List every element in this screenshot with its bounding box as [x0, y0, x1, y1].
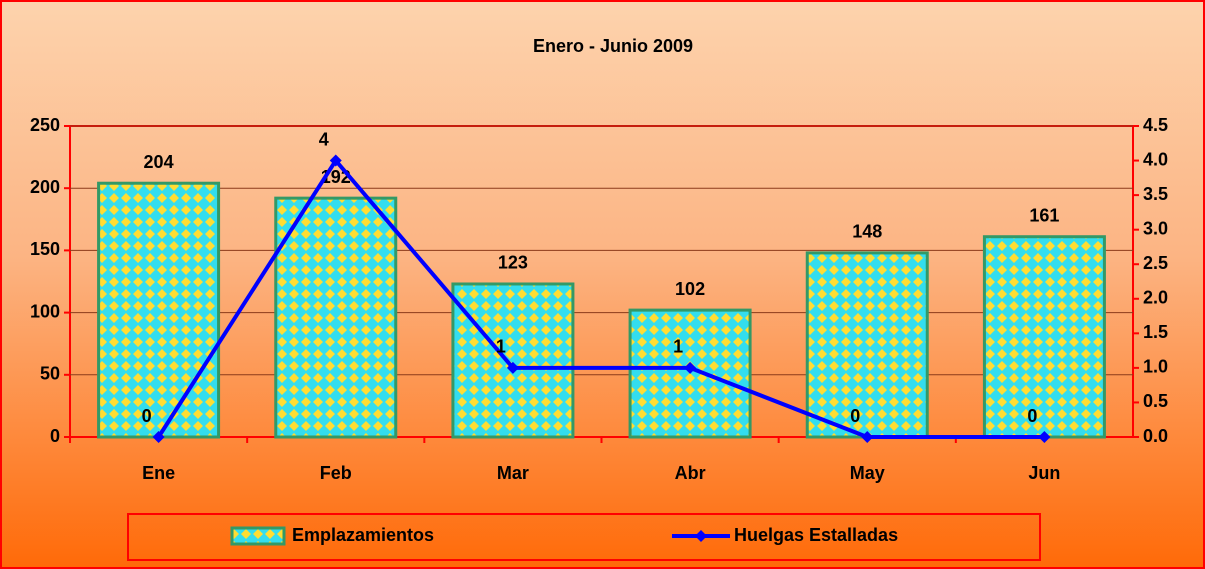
legend-swatch: [230, 526, 286, 546]
bar: [982, 235, 1106, 439]
y2-tick-label: 3.5: [1143, 184, 1168, 204]
legend-label: Emplazamientos: [292, 525, 434, 545]
y-tick-label: 250: [30, 115, 60, 135]
y2-tick-label: 0.5: [1143, 391, 1168, 411]
bar-value-label: 148: [852, 222, 882, 242]
line-marker: [506, 361, 519, 374]
line-value-label: 0: [142, 406, 152, 426]
line-marker: [861, 431, 874, 443]
y2-tick-label: 2.5: [1143, 253, 1168, 273]
line-marker: [1038, 431, 1051, 443]
y2-tick-label: 4.0: [1143, 149, 1168, 169]
y2-tick-label: 1.0: [1143, 357, 1168, 377]
line-marker: [152, 431, 165, 443]
y-tick-label: 200: [30, 177, 60, 197]
bar: [97, 181, 221, 439]
y2-tick-label: 3.0: [1143, 218, 1168, 238]
bar: [274, 196, 398, 439]
y-tick-label: 150: [30, 239, 60, 259]
y-tick-label: 0: [50, 426, 60, 446]
x-tick-label: Mar: [497, 463, 529, 483]
y2-tick-label: 0.0: [1143, 426, 1168, 446]
bar: [451, 282, 575, 439]
bar: [805, 251, 929, 439]
y2-tick-label: 4.5: [1143, 115, 1168, 135]
chart-title: Enero - Junio 2009: [533, 36, 693, 56]
line-marker: [684, 361, 697, 374]
legend-marker: [695, 530, 707, 542]
line-marker: [329, 154, 342, 167]
legend-box: [127, 513, 1041, 561]
bar-value-label: 161: [1029, 205, 1059, 225]
y-tick-label: 100: [30, 301, 60, 321]
line-value-label: 1: [496, 337, 506, 357]
x-tick-label: Ene: [142, 463, 175, 483]
x-tick-label: Jun: [1028, 463, 1060, 483]
line-series: [156, 157, 1045, 439]
x-tick-label: Abr: [675, 463, 706, 483]
y2-tick-label: 2.0: [1143, 288, 1168, 308]
line-value-label: 4: [319, 129, 329, 149]
y2-tick-label: 1.5: [1143, 322, 1168, 342]
x-tick-label: May: [850, 463, 885, 483]
bar-value-label: 123: [498, 253, 528, 273]
legend-label: Huelgas Estalladas: [734, 525, 898, 545]
line-value-label: 0: [1027, 406, 1037, 426]
line-value-label: 0: [850, 406, 860, 426]
bar-value-label: 204: [144, 152, 174, 172]
line-value-label: 1: [673, 337, 683, 357]
bar-value-label: 102: [675, 279, 705, 299]
x-tick-label: Feb: [320, 463, 352, 483]
y-tick-label: 50: [40, 364, 60, 384]
